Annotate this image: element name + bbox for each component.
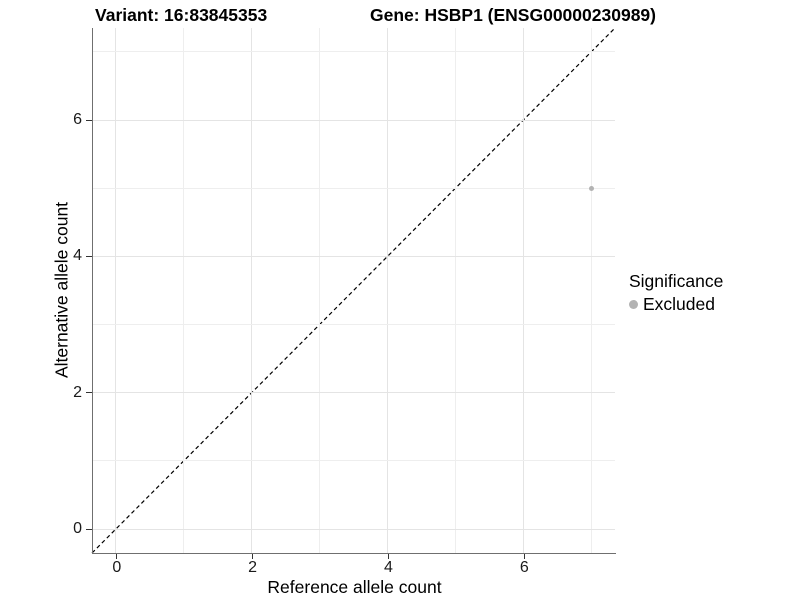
x-tick-6 — [523, 554, 525, 559]
plot-panel — [91, 27, 616, 554]
y-axis-tick-marks — [86, 28, 92, 553]
data-point-excluded-7-5 — [588, 185, 594, 191]
gridline-y-6 — [92, 119, 615, 121]
y-tick-2 — [86, 392, 92, 394]
gridline-y-1 — [92, 460, 615, 462]
y-tick-4 — [86, 255, 92, 257]
identity-line — [91, 27, 616, 554]
y-axis-line — [92, 28, 93, 554]
gridline-x-7 — [590, 28, 592, 553]
gridline-x-4 — [386, 28, 388, 553]
identity-line-layer — [91, 27, 616, 554]
legend-title: Significance — [629, 271, 724, 291]
x-tick-0 — [116, 554, 118, 559]
plot-title-variant: Variant: 16:83845353 — [95, 5, 268, 25]
y-tick-label-0: 0 — [73, 520, 82, 538]
x-tick-label-0: 0 — [112, 559, 122, 576]
y-tick-6 — [86, 119, 92, 121]
x-axis-tick-labels: 0 2 4 6 — [93, 559, 616, 577]
x-axis-label: Reference allele count — [267, 577, 442, 597]
gridline-x-2 — [251, 28, 253, 553]
legend-item-excluded: Excluded — [629, 294, 723, 314]
x-tick-label-2: 2 — [248, 559, 258, 576]
gridline-y-4 — [92, 255, 615, 257]
x-tick-4 — [387, 554, 389, 559]
y-axis-tick-labels: 0 2 4 6 — [56, 28, 82, 553]
gridline-y-5 — [92, 187, 615, 189]
gridline-x-5 — [454, 28, 456, 553]
y-tick-label-4: 4 — [73, 247, 82, 265]
legend-key-dot-icon — [629, 299, 638, 309]
y-axis-label: Alternative allele count — [51, 201, 72, 379]
gridline-y-3 — [92, 324, 615, 326]
x-tick-2 — [252, 554, 254, 559]
legend: Significance Excluded — [629, 271, 723, 314]
gridline-x-6 — [522, 28, 524, 553]
legend-item-label: Excluded — [643, 294, 715, 314]
gridline-x-3 — [319, 28, 321, 553]
x-tick-label-4: 4 — [384, 559, 393, 576]
x-tick-label-6: 6 — [519, 559, 529, 576]
gridline-x-1 — [183, 28, 185, 553]
y-tick-label-2: 2 — [73, 383, 82, 401]
y-tick-label-6: 6 — [73, 111, 82, 129]
gridline-x-0 — [115, 28, 117, 553]
x-axis-line — [92, 553, 616, 554]
gridline-y-2 — [92, 392, 615, 394]
x-axis-tick-marks — [93, 554, 616, 560]
plot-title-gene: Gene: HSBP1 (ENSG00000230989) — [370, 5, 656, 25]
gridline-y-0 — [92, 528, 615, 530]
gridline-y-7 — [92, 51, 615, 53]
y-tick-0 — [86, 528, 92, 530]
